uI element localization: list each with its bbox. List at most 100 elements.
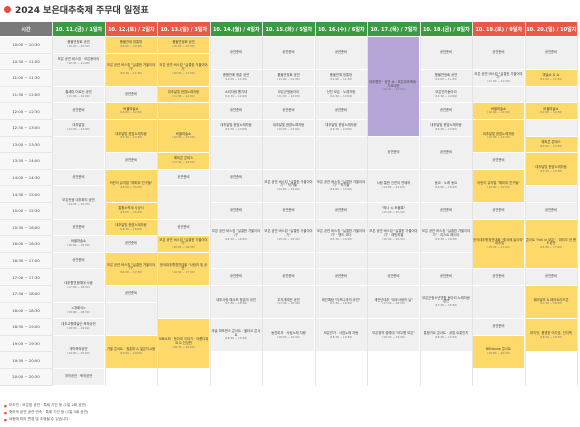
event-time: (12:00 ~ 12:30) — [119, 110, 143, 115]
schedule-cell: 동요 · 노래 동요 (14:00 ~ 15:00) — [420, 169, 472, 202]
event-time: (17:00 ~ 18:00) — [67, 284, 90, 289]
schedule-cell: 풍물연재 방통방 (11:00 ~ 11:30) — [315, 70, 367, 86]
time-slot: 11:00 ~ 11:30 — [0, 70, 52, 87]
schedule-cell: 개막공연 · 축하공연 — [53, 369, 104, 385]
event-time: (18:30 ~ 19:30) — [382, 334, 405, 339]
event-title: 해피콘 콘테스 — [541, 139, 561, 144]
schedule-cell: 대추향연청예대 사람 (17:00 ~ 18:00) — [53, 269, 104, 302]
schedule-cell: 보은 공연 버스킹 "실결한 가을이야기" · 작가들 (14:00 ~ 15:0… — [263, 169, 314, 202]
event-title: 공연준비 — [124, 91, 138, 96]
event-title: 공연준비 — [177, 224, 190, 229]
column-divider — [314, 22, 316, 386]
schedule-cell: 풍물연정회 공연 (11:00 ~ 11:30) — [420, 70, 472, 86]
event-time: (18:30 ~ 19:30) — [329, 334, 353, 339]
event-time: (12:30 ~ 13:00) — [224, 127, 248, 132]
time-slot: 17:00 ~ 17:30 — [0, 269, 52, 286]
event-title: 대추향연청예대 사람 — [64, 280, 93, 285]
schedule-cell: 공연준비 — [210, 169, 262, 186]
day-header: 10. 19.(토) / 9일차 — [473, 22, 525, 36]
time-slot: 17:30 ~ 18:00 — [0, 286, 52, 303]
event-title: 보은 공연 버스킹 "실결한 가을이야기" · 리스트 페스타 — [421, 229, 471, 238]
event-title: 공연준비 — [177, 174, 190, 179]
day-header: 10. 20.(일) / 10일차 — [525, 22, 577, 36]
column-divider — [157, 22, 158, 386]
schedule-cell: "하나 시 보물록" (15:00 ~ 15:30) — [368, 203, 419, 219]
event-time: (12:30 ~ 13:30) — [487, 135, 510, 140]
event-title: 풍물연정회 공연 — [434, 73, 458, 78]
event-title: 개막공연 · 축하공연 — [64, 373, 93, 378]
event-title: 공연준비 — [492, 50, 505, 55]
time-slot: 11:30 ~ 12:00 — [0, 86, 52, 104]
time-slot: 15:00 ~ 15:30 — [0, 203, 52, 220]
event-title: 공연준비 — [334, 207, 348, 212]
column-divider — [209, 22, 211, 386]
schedule-cell — [420, 252, 472, 269]
schedule-cell: 한국대추향경연대회 "출국에 놀이와" · 대추빛 (15:30 ~ 17:00) — [473, 219, 524, 269]
event-time: (17:30 ~ 18:30) — [382, 301, 405, 306]
schedule-cell: 공연준비 — [53, 252, 104, 269]
event-title: 공연준비 — [229, 174, 243, 179]
event-title: 공연준비 — [334, 274, 348, 279]
event-time: (10:00 ~ 10:30) — [172, 44, 195, 49]
schedule-cell: 보은 공연 버스킹 "실결한 가을이야기" (15:30 ~ 16:30) — [263, 219, 314, 252]
event-title: 공연준비 — [229, 50, 243, 55]
schedule-cell: 오빠소와 · 등자의 이야기 · 아름다워요 & 진성판 (18:30 ~ 20:… — [158, 319, 209, 368]
event-title: 대추달빛 한맘노래자랑 — [535, 164, 567, 169]
time-slot: 19:00 ~ 19:30 — [0, 335, 52, 353]
day-header: 10. 13.(일) / 3일차 — [158, 22, 210, 36]
event-title: 공연준비 — [439, 50, 453, 55]
schedule-cell: 가을 콘서트 · 청춘파 & 젊은이시음 (19:00 ~ 20:00) — [105, 335, 157, 368]
schedule-cell: 해피콘 콘테스 (13:30 ~ 14:00) — [158, 153, 209, 169]
time-slot: 18:30 ~ 19:00 — [0, 319, 52, 336]
schedule-cell: 보은 공연 버스킹 "실결한 가을이야기" (11:00 ~ 11:30) — [473, 70, 524, 86]
event-title: 버블마술쇼 — [175, 131, 192, 136]
schedule-cell: 공연준비 — [420, 37, 472, 70]
schedule-cell: 공연준비 — [105, 153, 157, 169]
event-title: 공연준비 — [282, 207, 295, 212]
event-time: (10:30 ~ 11:30) — [172, 70, 195, 75]
schedule-cell: 보은 공연 버스킹 "실결한 가을이야기" (10:30 ~ 11:30) — [105, 53, 157, 86]
schedule-cell — [158, 186, 209, 219]
event-time: (10:00 ~ 10:30) — [119, 44, 143, 49]
event-title: 한국대추향경연대회 "출국에 놀이와" · 대추빛 — [473, 237, 524, 246]
event-title: 풍물연재 방통방 — [329, 73, 353, 78]
event-title: 공연준비 — [492, 274, 505, 279]
event-time: (18:30 ~ 19:30) — [539, 334, 563, 339]
column-divider — [262, 22, 263, 386]
schedule-cell — [210, 136, 262, 169]
schedule-cell: 보은 공연 버스킹 "실결한 가을이야기" (16:30 ~ 17:30) — [105, 252, 157, 285]
schedule-cell: 대추사랑 예사조 청춘의 공연 (17:30 ~ 18:30) — [210, 286, 262, 319]
schedule-cell: 보은 공연 버스킹 · 보은동아리 (10:30 ~ 11:00) — [53, 53, 104, 70]
event-title: 공연준비 — [229, 207, 243, 212]
schedule-cell: 보은 공연 버스킹 "실결한 가을이야기" (15:30 ~ 16:30) — [210, 219, 262, 252]
event-title: 동천피자 · 사림노래 자랑 — [271, 330, 306, 335]
schedule-cell: 공연준비 — [420, 136, 472, 169]
event-title: 공연준비 — [544, 207, 558, 212]
schedule-cell: 공연준비 — [53, 219, 104, 236]
event-title: 공연준비 — [124, 241, 138, 246]
schedule-cell: 풍물연정회 공연 (10:00 ~ 10:30) — [158, 37, 209, 53]
event-time: (10:00 ~ 10:30) — [67, 44, 90, 49]
time-slot: 13:30 ~ 14:00 — [0, 153, 52, 170]
event-time: (11:30 ~ 12:00) — [434, 93, 458, 98]
event-title: 풍물연재 방통방 — [119, 40, 143, 45]
event-title: 대추사랑 예사조 청춘의 공연 — [216, 297, 256, 302]
event-time: (10:30 ~ 11:30) — [119, 70, 143, 75]
schedule-cell: 공연준비 — [53, 103, 104, 119]
event-title: 공연준비 — [334, 108, 348, 113]
schedule-cell: BBHouse 콘서트 (19:00 ~ 20:00) — [473, 335, 524, 368]
event-time: (10:00 ~ 13:00) — [382, 87, 405, 92]
event-time: (14:30 ~ 15:30) — [67, 201, 90, 206]
event-title: 공연준비 — [492, 158, 505, 163]
schedule-cell: 풍물연정회 공연 (11:00 ~ 11:30) — [263, 70, 314, 86]
event-time: (11:00 ~ 11:30) — [277, 77, 300, 82]
event-title: 대추고향예술단 축하공연 — [61, 322, 96, 327]
schedule-cell: 공연준비 — [525, 203, 577, 219]
schedule-cell: 공연준비 — [210, 37, 262, 70]
column-divider — [472, 22, 473, 386]
schedule-cell: 공연준비 — [420, 203, 472, 219]
schedule-cell: 공연준비 — [210, 203, 262, 219]
event-title: 보은 공연 버스킹 "실결한 가을이야기" — [106, 63, 156, 72]
event-time: (19:00 ~ 20:00) — [487, 351, 510, 356]
